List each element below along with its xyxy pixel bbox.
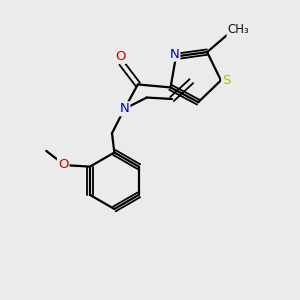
Text: CH₃: CH₃	[227, 23, 249, 36]
Text: O: O	[115, 50, 125, 63]
Text: O: O	[58, 158, 68, 171]
Text: N: N	[120, 102, 129, 115]
Text: N: N	[169, 48, 179, 61]
Text: S: S	[222, 74, 230, 87]
